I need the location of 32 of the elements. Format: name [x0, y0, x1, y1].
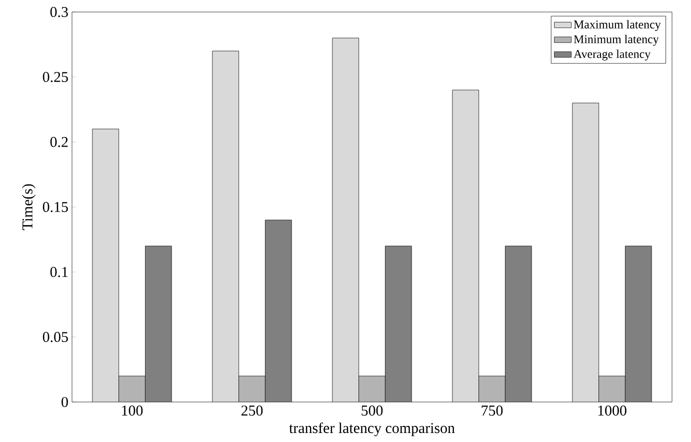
y-tick-label: 0.3 — [50, 6, 68, 18]
x-tick-label: 1000 — [598, 406, 626, 416]
y-tick-label: 0.15 — [42, 202, 68, 212]
y-tick-label: 0.05 — [42, 332, 68, 342]
bar — [505, 246, 532, 402]
x-tick-label: 100 — [122, 406, 143, 416]
bar — [625, 246, 652, 402]
bar — [118, 376, 146, 402]
bar — [358, 376, 386, 402]
x-tick-label: 500 — [362, 406, 383, 416]
x-axis-title: transfer latency comparison — [289, 422, 455, 436]
x-tick-label: 250 — [241, 406, 263, 416]
bar — [332, 38, 359, 402]
x-tick-label: 750 — [482, 406, 503, 416]
y-tick-label: 0.1 — [50, 266, 68, 278]
bar — [385, 246, 412, 402]
y-axis-title: Time(s) — [22, 184, 36, 230]
bar — [452, 90, 480, 402]
bar — [212, 50, 239, 402]
bar — [572, 102, 600, 402]
bar — [145, 246, 172, 402]
bar — [238, 376, 266, 402]
legend-label: Maximum latency — [574, 20, 661, 31]
bar — [92, 128, 119, 402]
bar — [598, 376, 626, 402]
bar — [265, 220, 292, 402]
y-tick-label: 0.2 — [50, 136, 68, 148]
y-tick-label: 0 — [62, 396, 68, 408]
legend-label: Minimum latency — [574, 34, 659, 46]
bar — [478, 376, 506, 402]
y-tick-label: 0.25 — [42, 72, 68, 82]
legend-label: Average latency — [574, 50, 651, 60]
